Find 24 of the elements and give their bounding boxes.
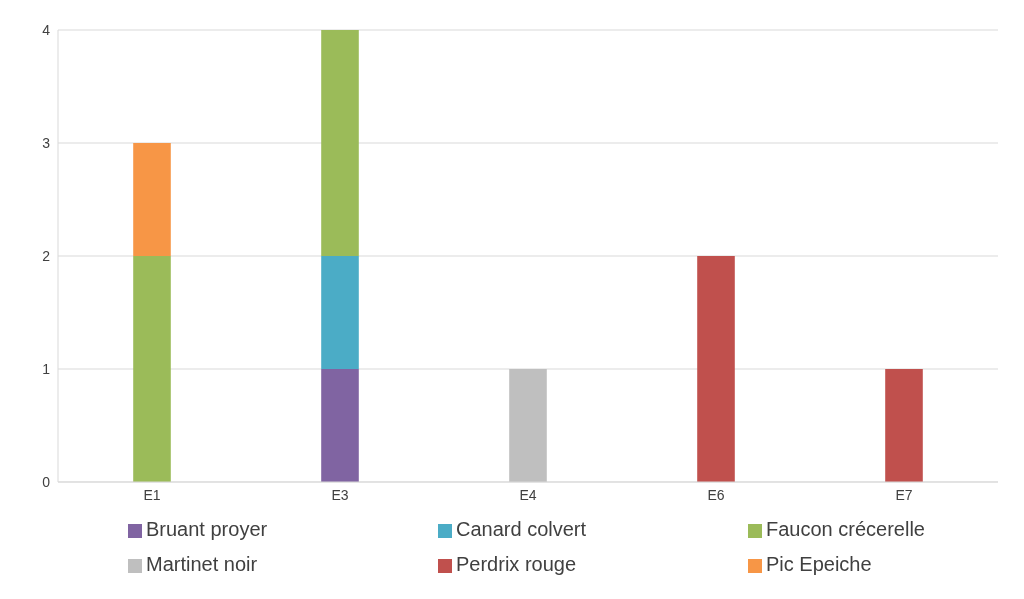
bar <box>697 256 735 482</box>
y-tick-label: 1 <box>42 360 51 377</box>
legend-label: Perdrix rouge <box>456 553 577 575</box>
legend-label: Faucon crécerelle <box>766 518 925 540</box>
y-tick-label: 3 <box>42 134 51 151</box>
y-tick-label: 4 <box>42 21 51 38</box>
x-tick-label: E7 <box>895 486 913 503</box>
bar <box>509 369 547 482</box>
x-tick-label: E6 <box>707 486 725 503</box>
legend-label: Canard colvert <box>456 518 587 540</box>
bar <box>321 30 359 256</box>
bar <box>321 369 359 482</box>
bar <box>321 256 359 369</box>
y-tick-label: 2 <box>42 247 51 264</box>
x-tick-label: E3 <box>331 486 349 503</box>
bar <box>885 369 923 482</box>
bar <box>133 143 171 256</box>
x-tick-label: E4 <box>519 486 537 503</box>
legend-label: Pic Epeiche <box>766 553 872 575</box>
x-tick-label: E1 <box>143 486 161 503</box>
legend-label: Bruant proyer <box>146 518 268 540</box>
bar <box>133 256 171 482</box>
legend-label: Martinet noir <box>146 553 258 575</box>
y-tick-label: 0 <box>42 473 51 490</box>
